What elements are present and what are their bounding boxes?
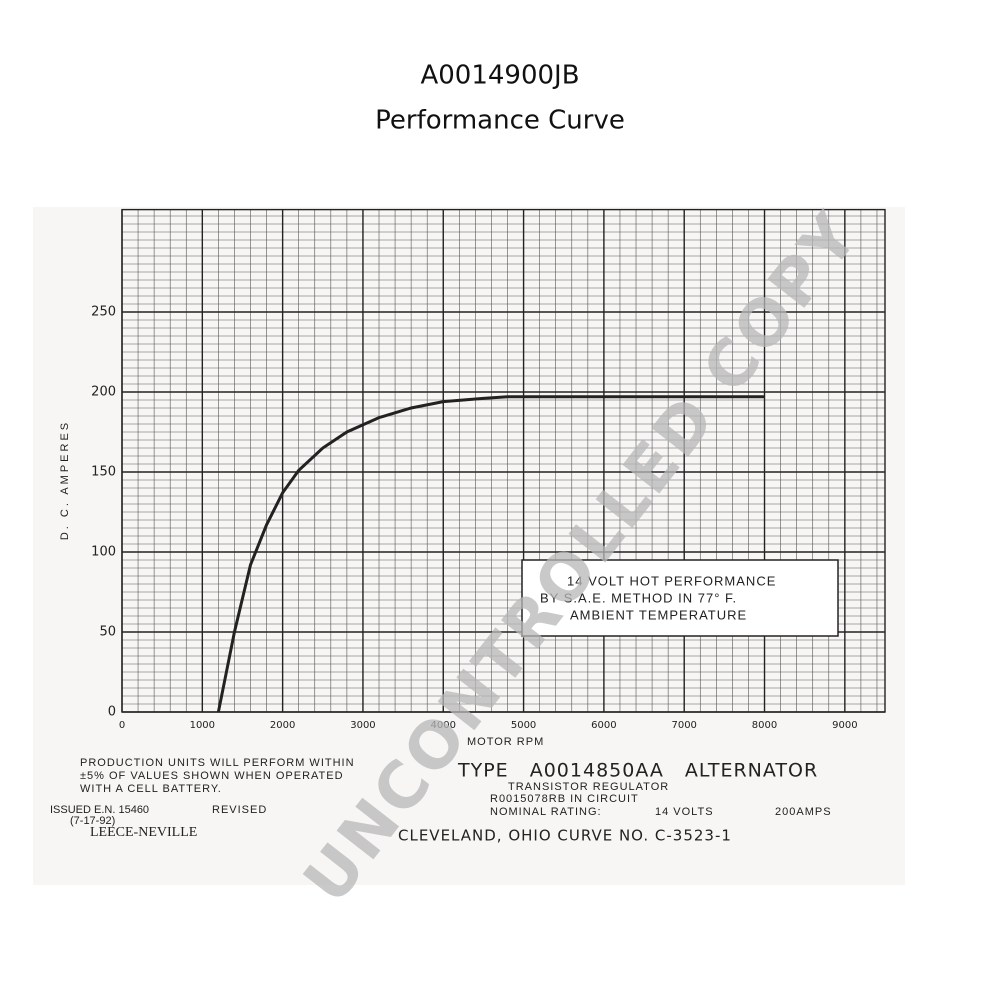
annotation-box [521,559,839,637]
x-axis-label: MOTOR RPM [467,736,544,748]
y-tick-label: 150 [91,465,116,480]
x-tick-label: 7000 [671,720,696,731]
y-tick-label: 0 [108,705,116,720]
maker: LEECE-NEVILLE [90,825,197,840]
amps: 200AMPS [775,806,832,818]
curve [216,395,765,713]
x-tick-label: 6000 [591,720,616,731]
x-tick-label: 4000 [431,720,456,731]
circuit: R0015078RB IN CIRCUIT [490,793,639,805]
footer-note: WITH A CELL BATTERY. [80,783,222,795]
revised: REVISED [212,804,267,816]
annotation: AMBIENT TEMPERATURE [570,607,747,622]
x-tick-label: 3000 [350,720,375,731]
plot-frame [121,208,886,713]
y-axis-label: D. C. AMPERES [59,420,71,540]
y-tick-label: 50 [99,625,116,640]
x-tick-label: 8000 [752,720,777,731]
type: TYPE A0014850AA ALTERNATOR [457,760,818,782]
y-tick-label: 250 [91,305,116,320]
regulator: TRANSISTOR REGULATOR [508,781,669,793]
y-tick-label: 200 [91,385,116,400]
rating: NOMINAL RATING: [490,806,602,818]
x-tick-label: 5000 [511,720,536,731]
x-tick-label: 2000 [270,720,295,731]
x-tick-label: 0 [119,720,125,731]
issued: ISSUED E.N. 15460 [50,804,149,816]
footer-note: PRODUCTION UNITS WILL PERFORM WITHIN [80,757,355,769]
curve-no: CLEVELAND, OHIO CURVE NO. C-3523-1 [398,827,732,845]
volts: 14 VOLTS [655,806,714,818]
x-tick-label: 1000 [190,720,215,731]
annotation: BY S.A.E. METHOD IN 77° F. [540,590,737,605]
date: (7-17-92) [70,815,115,827]
chart-title: A0014900JB [420,61,579,91]
footer-note: ±5% OF VALUES SHOWN WHEN OPERATED [80,770,344,782]
plot [216,395,765,713]
annotation: 14 VOLT HOT PERFORMANCE [567,573,776,588]
chart-subtitle: Performance Curve [375,106,625,136]
grid: 0 1000 2000 3000 4000 5000 6000 7000 8000 9000 0 50… [91,208,886,731]
y-tick-label: 100 [91,545,116,560]
x-tick-label: 9000 [832,720,857,731]
